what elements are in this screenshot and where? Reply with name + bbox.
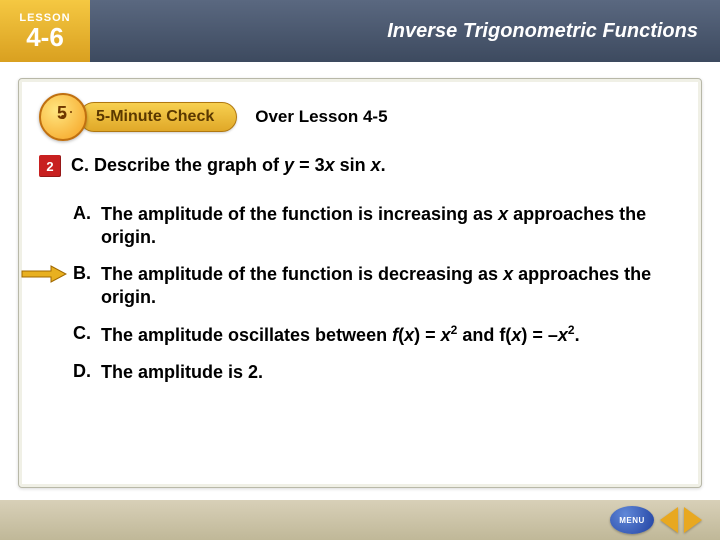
- next-button[interactable]: [684, 507, 702, 533]
- answer-arrow-icon: [21, 265, 67, 283]
- page-title: Inverse Trigonometric Functions: [387, 20, 698, 43]
- choice-row[interactable]: D.The amplitude is 2.: [73, 361, 681, 384]
- banner-pill: 5-Minute Check: [79, 102, 237, 132]
- choice-letter: C.: [73, 323, 101, 344]
- choice-row[interactable]: C.The amplitude oscillates between f(x) …: [73, 323, 681, 347]
- content-frame: 5-Minute Check Over Lesson 4-5 2 C. Desc…: [18, 78, 702, 488]
- choice-letter: D.: [73, 361, 101, 382]
- prev-button[interactable]: [660, 507, 678, 533]
- footer-bar: MENU: [0, 500, 720, 540]
- over-lesson-text: Over Lesson 4-5: [255, 107, 387, 127]
- choice-text: The amplitude oscillates between f(x) = …: [101, 323, 580, 347]
- banner-text: 5-Minute Check: [96, 108, 214, 125]
- question-text: C. Describe the graph of y = 3x sin x.: [71, 155, 386, 176]
- choice-letter: A.: [73, 203, 101, 224]
- choice-row[interactable]: A.The amplitude of the function is incre…: [73, 203, 681, 249]
- choice-text: The amplitude is 2.: [101, 361, 263, 384]
- question-expression: y = 3x sin x.: [284, 155, 386, 175]
- header-bar: LESSON 4-6 Inverse Trigonometric Functio…: [0, 0, 720, 62]
- clock-icon: [39, 93, 87, 141]
- question-number-badge: 2: [39, 155, 61, 177]
- question-row: 2 C. Describe the graph of y = 3x sin x.: [39, 155, 681, 177]
- five-minute-check-banner: 5-Minute Check Over Lesson 4-5: [39, 93, 681, 141]
- choice-letter: B.: [73, 263, 101, 284]
- lesson-badge: LESSON 4-6: [0, 0, 90, 62]
- choice-text: The amplitude of the function is decreas…: [101, 263, 681, 309]
- choice-row[interactable]: B.The amplitude of the function is decre…: [73, 263, 681, 309]
- choices-list: A.The amplitude of the function is incre…: [73, 203, 681, 384]
- menu-button[interactable]: MENU: [610, 506, 654, 534]
- choice-text: The amplitude of the function is increas…: [101, 203, 681, 249]
- lesson-number: 4-6: [26, 24, 64, 50]
- question-prefix: C. Describe the graph of: [71, 155, 284, 175]
